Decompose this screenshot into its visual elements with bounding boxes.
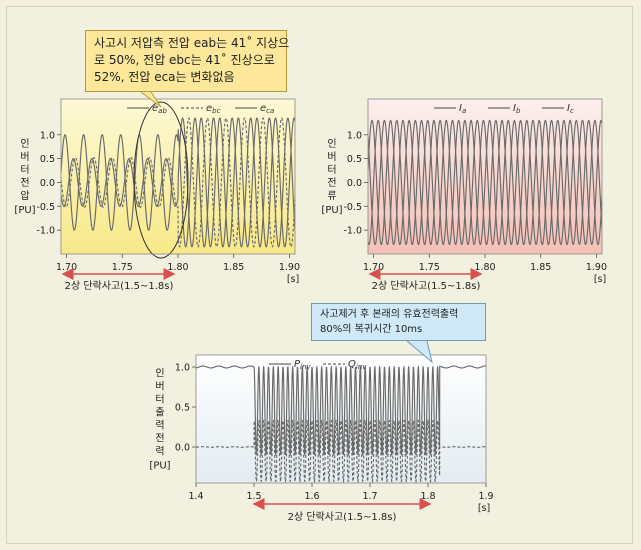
- series-Pinv: [196, 365, 486, 456]
- legend-sub: ab: [158, 107, 167, 115]
- y-axis-label-char: 터: [155, 394, 164, 406]
- figure-canvas: 1.70 1.75 1.80 1.85 1.90 1.0 0.5 0.0 -0.5 -1.0 [s]…: [14, 91, 607, 523]
- legend-entry: Ib: [513, 103, 521, 115]
- power-callout-tail: [406, 340, 433, 364]
- x-tick-label: 1.70: [363, 262, 384, 273]
- y-tick-label: -0.5: [36, 202, 55, 213]
- voltage-fault-label: 2상 단락사고(1.5~1.8s): [65, 280, 174, 292]
- x-tick-label: 1.85: [223, 262, 244, 273]
- x-tick-label: 1.8: [420, 491, 435, 502]
- x-tick-label: 1.70: [56, 262, 77, 273]
- y-axis-label-char: 력: [155, 446, 164, 458]
- y-axis-label-char: 버: [155, 381, 164, 393]
- x-axis-unit: [s]: [594, 274, 606, 285]
- y-tick-label: 1.0: [347, 130, 362, 141]
- y-tick-label: 0.5: [347, 154, 362, 165]
- y-axis-label-unit: [PU]: [14, 205, 35, 216]
- y-axis-label-char: 류: [327, 190, 336, 202]
- series-Ib: [368, 119, 602, 246]
- y-tick-label: 0.0: [347, 178, 362, 189]
- x-tick-label: 1.9: [478, 491, 493, 502]
- y-axis-label-char: 압: [20, 189, 29, 202]
- x-tick-label: 1.90: [586, 262, 607, 273]
- legend-sub: inv: [300, 363, 311, 371]
- series-Ia: [368, 119, 602, 246]
- figure-frame: 1.70 1.75 1.80 1.85 1.90 1.0 0.5 0.0 -0.5 -1.0 [s]…: [6, 6, 633, 544]
- legend-sub: c: [570, 107, 574, 115]
- legend-entry: Ic: [567, 103, 574, 115]
- series-ebc: [61, 117, 295, 248]
- x-tick-label: 1.4: [188, 491, 203, 502]
- x-tick-label: 1.7: [362, 491, 377, 502]
- y-tick-label: -1.0: [36, 226, 55, 237]
- x-tick-label: 1.80: [167, 262, 188, 273]
- y-axis-label-unit: [PU]: [321, 205, 342, 216]
- x-axis-unit: [s]: [478, 503, 490, 514]
- x-axis-unit: [s]: [287, 274, 299, 285]
- x-tick-label: 1.6: [304, 491, 319, 502]
- y-tick-label: 1.0: [175, 363, 190, 374]
- voltage-fault-callout: 사고시 저압측 전압 eab는 41˚ 지상으 로 50%, 전압 ebc는 4…: [85, 30, 290, 92]
- callout-line: 로 50%, 전압 ebc는 41˚ 진상으로: [94, 53, 275, 67]
- y-tick-label: 0.0: [40, 178, 55, 189]
- series-Ic: [368, 119, 602, 246]
- y-axis-label-char: 인: [327, 138, 336, 150]
- y-axis-label-char: 전: [327, 177, 336, 189]
- x-tick-label: 1.80: [474, 262, 495, 273]
- legend-entry: Ia: [459, 103, 466, 115]
- y-axis-label-char: 터: [327, 164, 336, 176]
- x-tick-label: 1.75: [112, 262, 133, 273]
- y-axis-label-char: 인: [20, 138, 29, 150]
- x-tick-label: 1.5: [246, 491, 261, 502]
- y-tick-label: 0.5: [175, 403, 190, 414]
- callout-line: 80%의 복귀시간 10ms: [320, 324, 423, 335]
- legend-sub: b: [516, 107, 521, 115]
- y-axis-label-char: 버: [20, 151, 29, 163]
- x-tick-label: 1.75: [419, 262, 440, 273]
- power-fault-label: 2상 단락사고(1.5~1.8s): [288, 511, 397, 523]
- callout-line: 사고제거 후 본래의 유효전력출력: [320, 309, 459, 320]
- current-chart: 1.70 1.75 1.80 1.85 1.90 1.0 0.5 0.0 -0.5 -1.0 [s]…: [321, 98, 607, 285]
- y-tick-label: 0.5: [40, 154, 55, 165]
- legend-sub: inv: [356, 363, 367, 371]
- y-axis-label-char: 인: [155, 368, 164, 380]
- y-axis-label-char: 터: [20, 164, 29, 176]
- x-tick-label: 1.85: [530, 262, 551, 273]
- y-tick-label: 1.0: [40, 130, 55, 141]
- y-axis-label-char: 버: [327, 151, 336, 163]
- y-axis-label-char: 력: [155, 420, 164, 432]
- plot-border: [195, 354, 487, 484]
- legend-sub: bc: [212, 107, 220, 115]
- power-chart: 1.4 1.5 1.6 1.7 1.8 1.91.00.50.0[s]인버터출력전력[PU…: [149, 354, 494, 514]
- current-fault-label: 2상 단락사고(1.5~1.8s): [372, 280, 481, 292]
- y-axis-label-char: 전: [155, 433, 164, 445]
- series-eab: [61, 117, 295, 248]
- fault-highlight-ellipse: [133, 101, 189, 259]
- y-tick-label: -1.0: [343, 226, 362, 237]
- y-tick-label: -0.5: [343, 202, 362, 213]
- y-tick-label: 0.0: [175, 443, 190, 454]
- y-axis-label-char: 전: [20, 177, 29, 189]
- series-eca: [61, 117, 295, 248]
- y-axis-label-unit: [PU]: [149, 461, 170, 472]
- legend-sub: a: [462, 107, 466, 115]
- callout-line: 사고시 저압측 전압 eab는 41˚ 지상으: [94, 36, 290, 50]
- power-recovery-callout: 사고제거 후 본래의 유효전력출력 80%의 복귀시간 10ms: [311, 303, 486, 341]
- voltage-chart: 1.70 1.75 1.80 1.85 1.90 1.0 0.5 0.0 -0.5 -1.0 [s]…: [14, 98, 300, 285]
- y-axis-label-char: 출: [155, 407, 164, 419]
- callout-line: 52%, 전압 eca는 변화없음: [94, 70, 235, 84]
- voltage-callout-tail: [140, 91, 162, 108]
- x-tick-label: 1.90: [279, 262, 300, 273]
- legend-sub: ca: [266, 107, 274, 115]
